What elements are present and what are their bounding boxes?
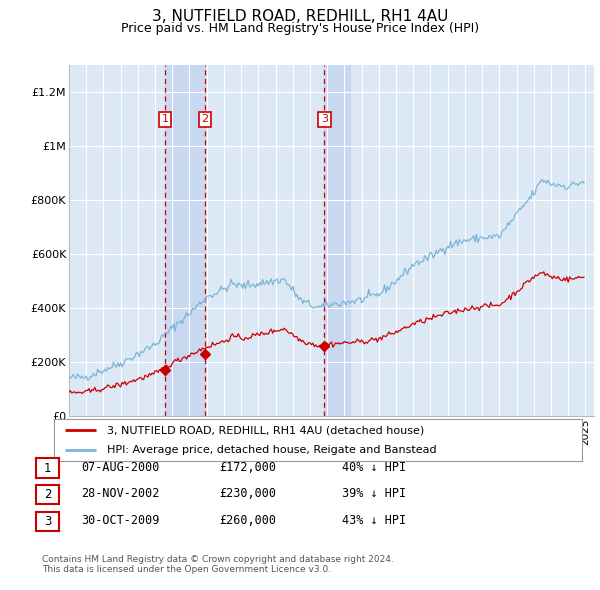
Text: 2: 2 <box>202 114 209 124</box>
Text: 39% ↓ HPI: 39% ↓ HPI <box>342 487 406 500</box>
Text: £230,000: £230,000 <box>219 487 276 500</box>
Text: 3: 3 <box>321 114 328 124</box>
Text: Price paid vs. HM Land Registry's House Price Index (HPI): Price paid vs. HM Land Registry's House … <box>121 22 479 35</box>
Text: HPI: Average price, detached house, Reigate and Banstead: HPI: Average price, detached house, Reig… <box>107 445 436 455</box>
Text: 3: 3 <box>44 514 51 528</box>
Bar <box>165 65 205 416</box>
Text: 43% ↓ HPI: 43% ↓ HPI <box>342 514 406 527</box>
Text: 3, NUTFIELD ROAD, REDHILL, RH1 4AU (detached house): 3, NUTFIELD ROAD, REDHILL, RH1 4AU (deta… <box>107 425 424 435</box>
Text: 3, NUTFIELD ROAD, REDHILL, RH1 4AU: 3, NUTFIELD ROAD, REDHILL, RH1 4AU <box>152 9 448 24</box>
Text: This data is licensed under the Open Government Licence v3.0.: This data is licensed under the Open Gov… <box>42 565 331 574</box>
Text: 28-NOV-2002: 28-NOV-2002 <box>81 487 160 500</box>
Text: Contains HM Land Registry data © Crown copyright and database right 2024.: Contains HM Land Registry data © Crown c… <box>42 555 394 564</box>
Text: 2: 2 <box>44 488 51 501</box>
Text: 07-AUG-2000: 07-AUG-2000 <box>81 461 160 474</box>
Text: 1: 1 <box>161 114 169 124</box>
Text: £260,000: £260,000 <box>219 514 276 527</box>
Text: 40% ↓ HPI: 40% ↓ HPI <box>342 461 406 474</box>
Text: 30-OCT-2009: 30-OCT-2009 <box>81 514 160 527</box>
Bar <box>324 65 350 416</box>
Text: £172,000: £172,000 <box>219 461 276 474</box>
Text: 1: 1 <box>44 461 51 475</box>
